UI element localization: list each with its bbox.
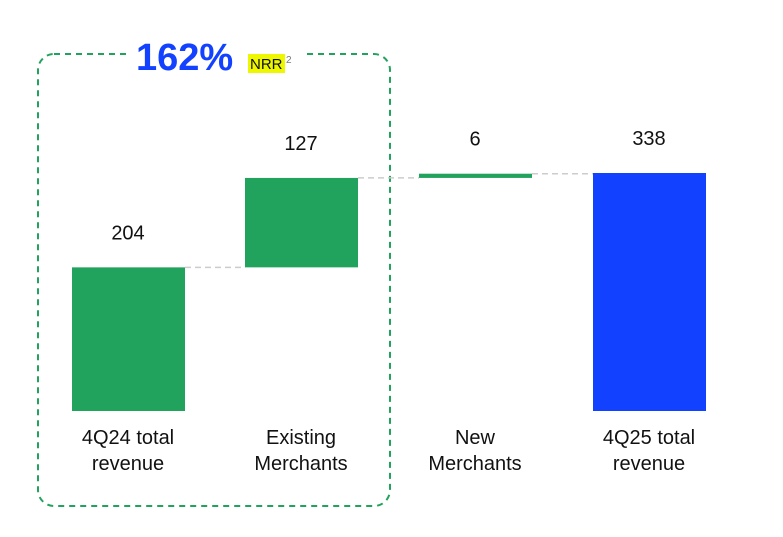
bars bbox=[72, 173, 706, 411]
data-label-3: 338 bbox=[632, 128, 665, 150]
category-label-0-line-1: revenue bbox=[92, 453, 164, 475]
bar-3 bbox=[593, 173, 706, 411]
callout-label: NRR bbox=[250, 56, 283, 73]
data-labels: 204 127 6 338 bbox=[111, 128, 665, 244]
data-label-1: 127 bbox=[284, 133, 317, 155]
category-label-0-line-0: 4Q24 total bbox=[82, 427, 174, 449]
category-label-2-line-0: New bbox=[455, 427, 496, 449]
category-label-3-line-1: revenue bbox=[613, 453, 685, 475]
category-label-3-line-0: 4Q25 total bbox=[603, 427, 695, 449]
callout-superscript: 2 bbox=[286, 55, 292, 66]
data-label-2: 6 bbox=[469, 129, 480, 151]
bar-2 bbox=[419, 173, 532, 178]
callout-value: 162% bbox=[136, 37, 233, 79]
category-label-1-line-1: Merchants bbox=[254, 453, 347, 475]
connector-lines bbox=[185, 172, 593, 269]
callout-highlight bbox=[248, 54, 285, 73]
category-label-2-line-1: Merchants bbox=[428, 453, 521, 475]
bar-0 bbox=[72, 267, 185, 411]
category-labels: 4Q24 total revenue Existing Merchants New Mer… bbox=[82, 427, 695, 475]
data-label-0: 204 bbox=[111, 222, 144, 244]
bar-1 bbox=[245, 177, 358, 268]
category-label-1-line-0: Existing bbox=[266, 427, 336, 449]
